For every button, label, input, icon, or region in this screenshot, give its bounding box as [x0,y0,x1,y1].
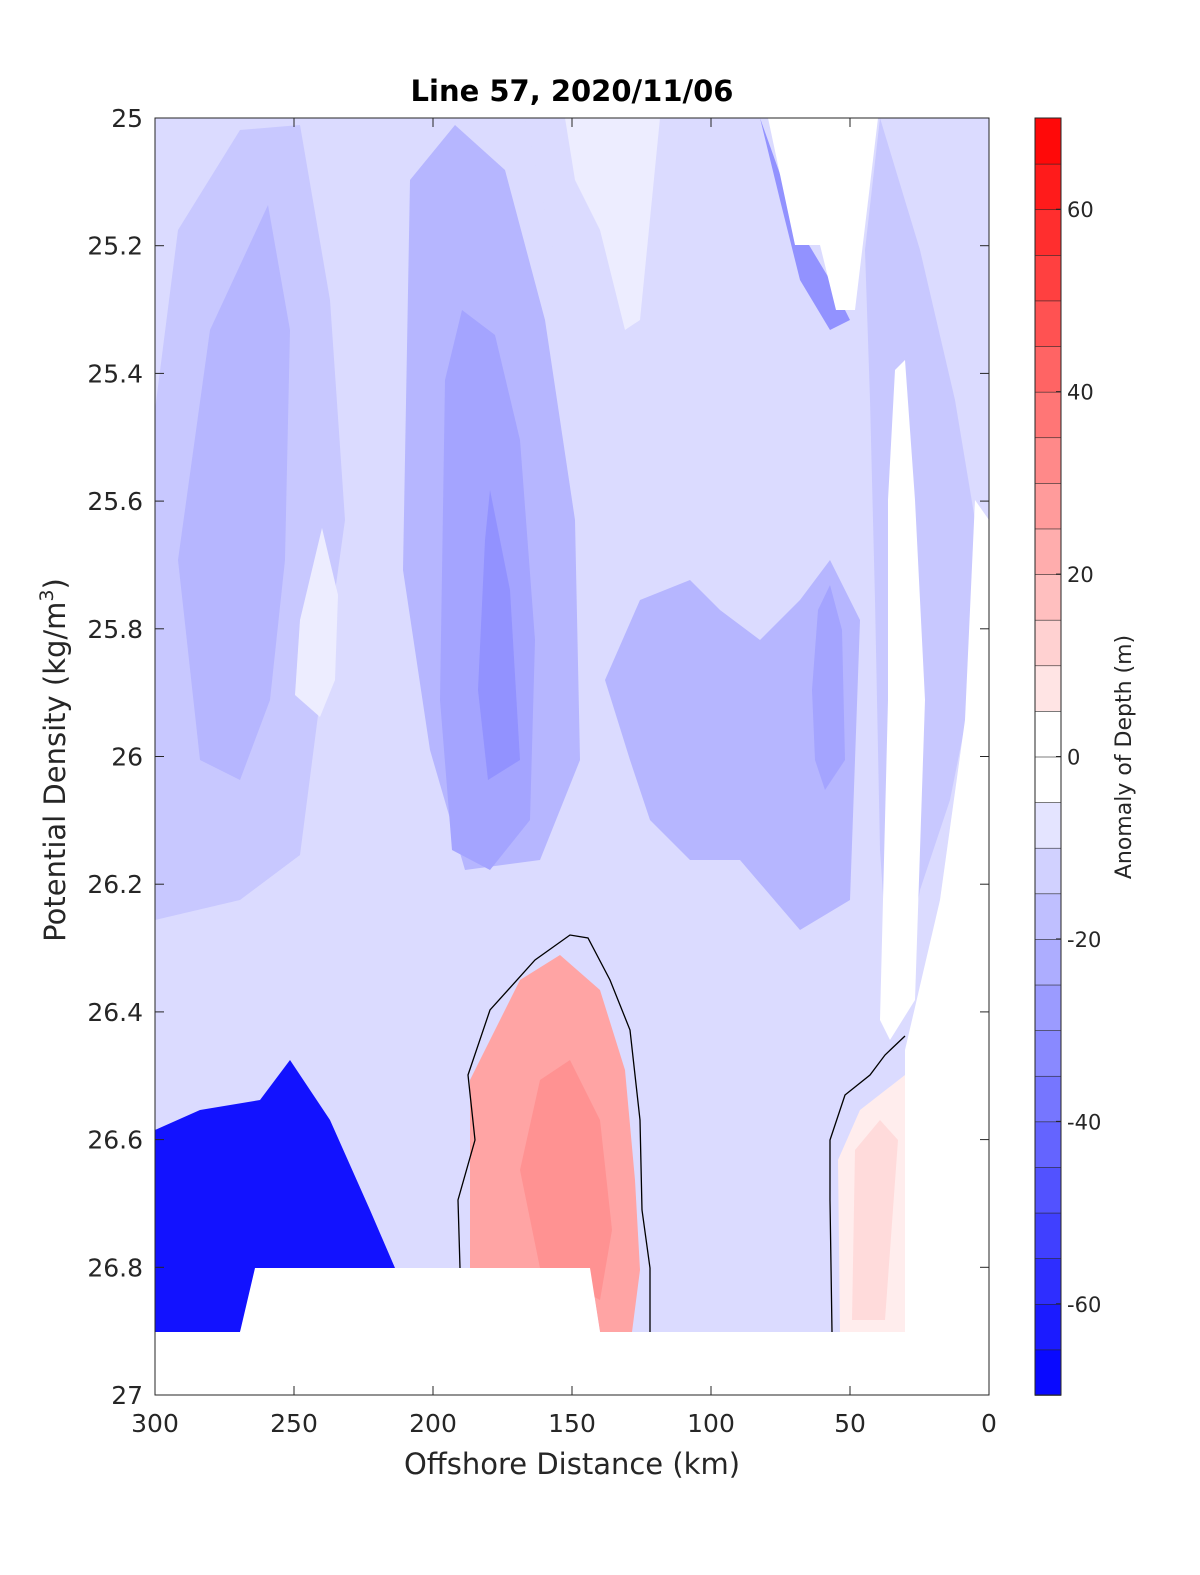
colorbar-band [1034,117,1062,165]
y-tick-label: 26.8 [87,1253,143,1282]
x-tick-label: 150 [548,1409,596,1438]
chart-title: Line 57, 2020/11/06 [411,74,734,108]
y-tick-label: 26.6 [87,1126,143,1155]
contour-region-center-top-lightest [565,118,660,330]
x-tick-label: 0 [981,1409,997,1438]
colorbar-band [1034,1303,1062,1351]
colorbar-tick-label: -60 [1067,1293,1101,1317]
colorbar-band [1034,1121,1062,1168]
colorbar-tick-label: 20 [1067,563,1094,587]
contour-region-left-bottom-minimum [155,1060,395,1332]
contour-region-nearshore-positive-peak [852,1120,898,1320]
colorbar-band [1034,619,1062,667]
colorbar-band [1034,573,1062,621]
colorbar: 60 40 20 0 -20 -40 -60 Anomaly of Depth (m) [1034,117,1137,1396]
x-tick-label: 100 [687,1409,735,1438]
contour-region-right-upper-edge [760,118,850,330]
colorbar-band [1034,1349,1062,1396]
mask-no-data-right [905,500,989,1395]
contour-region-central-positive-peak [520,1060,612,1300]
y-tick-label: 27 [111,1381,143,1410]
mask-no-data-top-right [768,118,878,310]
colorbar-band [1034,482,1062,530]
colorbar-band [1034,1257,1062,1305]
contour-region-nearshore-white-band [880,360,925,1040]
colorbar-band [1034,436,1062,484]
colorbar-band [1034,1166,1062,1214]
colorbar-band [1034,756,1062,803]
colorbar-band [1034,208,1062,256]
zero-contour-nearshore [829,1035,906,1333]
mask-no-data-bottom-center [240,1268,600,1332]
x-axis-label: Offshore Distance (km) [404,1447,740,1481]
colorbar-band [1034,391,1062,439]
colorbar-band [1034,1029,1062,1077]
colorbar-tick-label: 60 [1067,198,1094,222]
y-tick-label: 25 [111,104,143,133]
plot-area [154,117,990,1396]
x-tick-label: 50 [834,1409,866,1438]
colorbar-band [1034,163,1062,211]
colorbar-tick-label: 0 [1067,746,1080,770]
colorbar-band [1034,801,1062,849]
y-axis: 25 25.2 25.4 25.6 25.8 26 26.2 26.4 26.6 26.8 27 [87,104,989,1410]
x-tick-label: 200 [409,1409,457,1438]
contour-region-left-upper-core [178,205,290,780]
colorbar-band [1034,893,1062,940]
y-tick-label: 25.2 [87,232,143,261]
colorbar-band [1034,710,1062,758]
colorbar-band [1034,528,1062,575]
x-tick-label: 250 [270,1409,318,1438]
colorbar-tick-label: -20 [1067,928,1101,952]
colorbar-band [1034,254,1062,302]
colorbar-band [1034,664,1062,712]
contour-region-right-middle [605,560,860,930]
mask-no-data-bottom [155,1332,989,1395]
colorbar-band [1034,847,1062,895]
colorbar-band [1034,1212,1062,1259]
contour-layer [155,118,989,1395]
colorbar-band [1034,300,1062,347]
x-axis: 300 250 200 150 100 50 0 [131,118,997,1438]
colorbar-ticks: 60 40 20 0 -20 -40 -60 [1056,198,1101,1317]
y-tick-label: 26.4 [87,998,143,1027]
y-tick-label: 25.8 [87,615,143,644]
colorbar-band [1034,938,1062,986]
colorbar-band [1034,1075,1062,1123]
colorbar-band [1034,984,1062,1031]
colorbar-band [1034,345,1062,393]
contour-region-left-pale-streak [295,528,338,717]
y-tick-label: 26 [111,743,143,772]
colorbar-label: Anomaly of Depth (m) [1112,635,1137,879]
contour-region-center-left-inner [478,490,520,780]
y-tick-label: 25.6 [87,487,143,516]
contour-region-right-middle-core [812,585,845,790]
colorbar-tick-label: -40 [1067,1110,1101,1134]
y-tick-label: 25.4 [87,359,143,388]
y-tick-label: 26.2 [87,870,143,899]
zero-contour-central [457,934,651,1332]
colorbar-tick-label: 40 [1067,381,1094,405]
x-tick-label: 300 [131,1409,179,1438]
y-axis-label: Potential Density (kg/m3) [36,578,72,942]
contour-region-center-top-pale [525,118,780,520]
y-axis-label-superscript: 3 [36,589,58,601]
